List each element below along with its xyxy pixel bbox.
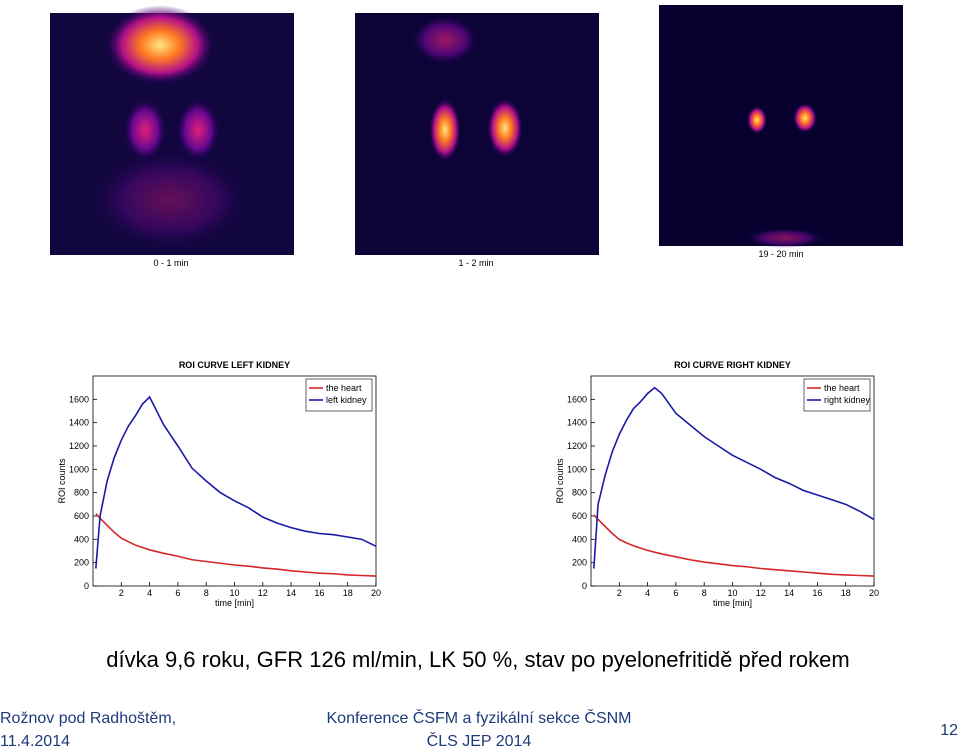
x-tick-label: 8 <box>204 588 209 598</box>
footer-place: Rožnov pod Radhoštěm, <box>0 710 176 727</box>
x-tick-label: 4 <box>645 588 650 598</box>
data-line <box>593 386 875 569</box>
y-axis-label: ROI counts <box>57 458 67 504</box>
image-caption: 1 - 2 min <box>458 258 493 268</box>
x-tick-label: 16 <box>812 588 822 598</box>
footer-organizer: ČLS JEP 2014 <box>427 731 532 748</box>
x-tick-label: 10 <box>229 588 239 598</box>
data-line <box>95 395 377 569</box>
y-tick-label: 400 <box>572 534 587 544</box>
legend-label: the heart <box>824 383 860 393</box>
x-tick-label: 18 <box>343 588 353 598</box>
legend-label: right kidney <box>824 395 871 405</box>
x-tick-label: 6 <box>175 588 180 598</box>
y-tick-label: 1200 <box>567 441 587 451</box>
x-tick-label: 8 <box>702 588 707 598</box>
x-tick-label: 2 <box>617 588 622 598</box>
x-tick-label: 12 <box>258 588 268 598</box>
x-tick-label: 16 <box>314 588 324 598</box>
y-tick-label: 1000 <box>567 464 587 474</box>
y-tick-label: 200 <box>74 558 89 568</box>
y-tick-label: 600 <box>74 511 89 521</box>
x-tick-label: 12 <box>756 588 766 598</box>
y-tick-label: 400 <box>74 534 89 544</box>
x-tick-label: 20 <box>371 588 381 598</box>
legend-box <box>803 378 871 412</box>
y-tick-label: 800 <box>572 488 587 498</box>
x-tick-label: 18 <box>841 588 851 598</box>
y-tick-label: 200 <box>572 558 587 568</box>
y-tick-label: 1600 <box>567 394 587 404</box>
x-tick-label: 20 <box>869 588 879 598</box>
x-tick-label: 6 <box>673 588 678 598</box>
y-axis-label: ROI counts <box>555 458 565 504</box>
legend-label: the heart <box>326 383 362 393</box>
scan-image <box>50 5 294 255</box>
image-caption: 0 - 1 min <box>153 258 188 268</box>
x-tick-label: 4 <box>147 588 152 598</box>
y-tick-label: 0 <box>582 581 587 591</box>
y-tick-label: 800 <box>74 488 89 498</box>
slide-caption: dívka 9,6 roku, GFR 126 ml/min, LK 50 %,… <box>106 647 849 672</box>
x-tick-label: 14 <box>784 588 794 598</box>
page-number: 12 <box>940 722 958 739</box>
x-tick-label: 10 <box>727 588 737 598</box>
x-axis-label: time [min] <box>713 598 752 608</box>
chart-title: ROI CURVE RIGHT KIDNEY <box>674 360 791 370</box>
image-caption: 19 - 20 min <box>758 249 803 259</box>
y-tick-label: 0 <box>84 581 89 591</box>
y-tick-label: 1400 <box>567 418 587 428</box>
x-tick-label: 2 <box>119 588 124 598</box>
y-tick-label: 1000 <box>69 464 89 474</box>
x-axis-label: time [min] <box>215 598 254 608</box>
data-line <box>593 514 875 577</box>
x-tick-label: 14 <box>286 588 296 598</box>
data-line <box>95 513 377 577</box>
legend-label: left kidney <box>326 395 367 405</box>
scan-image <box>659 5 903 248</box>
y-tick-label: 1600 <box>69 394 89 404</box>
chart-title: ROI CURVE LEFT KIDNEY <box>179 360 290 370</box>
scan-image <box>355 13 599 255</box>
footer-conference: Konference ČSFM a fyzikální sekce ČSNM <box>327 708 632 727</box>
y-tick-label: 1200 <box>69 441 89 451</box>
y-tick-label: 1400 <box>69 418 89 428</box>
y-tick-label: 600 <box>572 511 587 521</box>
footer-date: 11.4.2014 <box>0 733 70 748</box>
legend-box <box>305 378 373 412</box>
